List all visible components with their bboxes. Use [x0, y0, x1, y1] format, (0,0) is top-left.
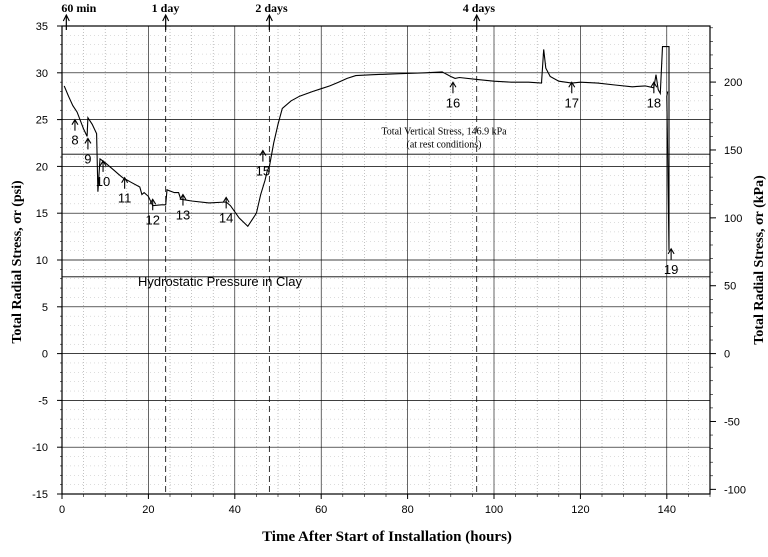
axes: -15-10-505101520253035-100-5005010015020… [32, 1, 746, 516]
event-arrowhead [99, 159, 107, 167]
event-label: 19 [664, 262, 678, 277]
x-tick-label: 40 [229, 504, 241, 516]
y-tick-label-left: 10 [36, 255, 48, 267]
y-tick-label-left: -15 [32, 489, 48, 501]
event-label: 11 [118, 191, 132, 206]
x-tick-label: 60 [315, 504, 327, 516]
hydrostatic-label: Hydrostatic Pressure in Clay [138, 274, 302, 289]
time-marker-label: 4 days [463, 1, 496, 15]
event-arrowhead [568, 81, 576, 88]
time-marker-arrowhead [473, 13, 481, 22]
y-tick-label-right: -50 [724, 416, 740, 428]
event-label: 14 [219, 210, 233, 225]
y-tick-label-left: 25 [36, 115, 48, 127]
x-tick-label: 100 [485, 504, 503, 516]
event-label: 12 [145, 212, 159, 227]
y-axis-label-left: Total Radial Stress, σr (psi) [10, 180, 25, 344]
event-label: 10 [96, 174, 110, 189]
y-tick-label-left: 5 [42, 302, 48, 314]
time-marker-label: 60 min [61, 1, 96, 15]
event-label: 16 [446, 95, 460, 110]
y-tick-label-left: 15 [36, 208, 48, 220]
y-tick-label-left: 35 [36, 21, 48, 33]
series [63, 46, 670, 251]
stress-series-line [63, 46, 670, 251]
event-arrowhead [84, 137, 92, 144]
event-arrowhead [667, 247, 675, 255]
time-marker-label: 2 days [255, 1, 288, 15]
x-tick-label: 0 [59, 504, 65, 516]
y-tick-label-right: -100 [724, 484, 746, 496]
y-tick-label-right: 0 [724, 349, 730, 361]
x-axis-label: Time After Start of Installation (hours) [262, 529, 512, 545]
event-label: 9 [84, 151, 91, 166]
event-arrowhead [71, 118, 79, 125]
event-label: 15 [256, 164, 270, 179]
event-label: 13 [176, 208, 190, 223]
time-marker-arrowhead [265, 13, 273, 22]
y-tick-label-left: -5 [38, 395, 48, 407]
event-arrowhead [449, 81, 457, 88]
y-tick-label-left: -10 [32, 442, 48, 454]
y-tick-label-right: 200 [724, 77, 742, 89]
y-tick-label-left: 30 [36, 68, 48, 80]
y-tick-label-right: 100 [724, 213, 742, 225]
event-arrowhead [222, 196, 230, 203]
event-label: 8 [71, 133, 78, 148]
vertical-stress-sublabel: (at rest conditions) [407, 140, 482, 151]
time-marker-label: 1 day [152, 1, 180, 15]
y-tick-label-right: 50 [724, 281, 736, 293]
y-axis-label-right: Total Radial Stress, σr (kPa) [752, 175, 767, 345]
time-marker-arrowhead [62, 13, 70, 22]
annotations: Total Vertical Stress, 146.9 kPa (at rest… [71, 81, 678, 289]
event-arrowhead [179, 193, 187, 200]
time-marker-arrowhead [162, 13, 170, 22]
x-tick-label: 140 [658, 504, 676, 516]
x-tick-label: 120 [571, 504, 589, 516]
grid [62, 25, 710, 495]
x-tick-label: 20 [142, 504, 154, 516]
vertical-stress-label: Total Vertical Stress, 146.9 kPa [381, 127, 507, 138]
x-tick-label: 80 [401, 504, 413, 516]
y-tick-label-right: 150 [724, 145, 742, 157]
y-tick-label-left: 0 [42, 349, 48, 361]
event-arrowhead [650, 81, 658, 88]
event-label: 17 [565, 95, 579, 110]
event-arrowhead [149, 198, 157, 205]
event-label: 18 [647, 95, 661, 110]
event-arrowhead [121, 176, 129, 184]
y-tick-label-left: 20 [36, 161, 48, 173]
event-arrowhead [259, 149, 267, 156]
labels: Time After Start of Installation (hours)… [10, 175, 767, 545]
